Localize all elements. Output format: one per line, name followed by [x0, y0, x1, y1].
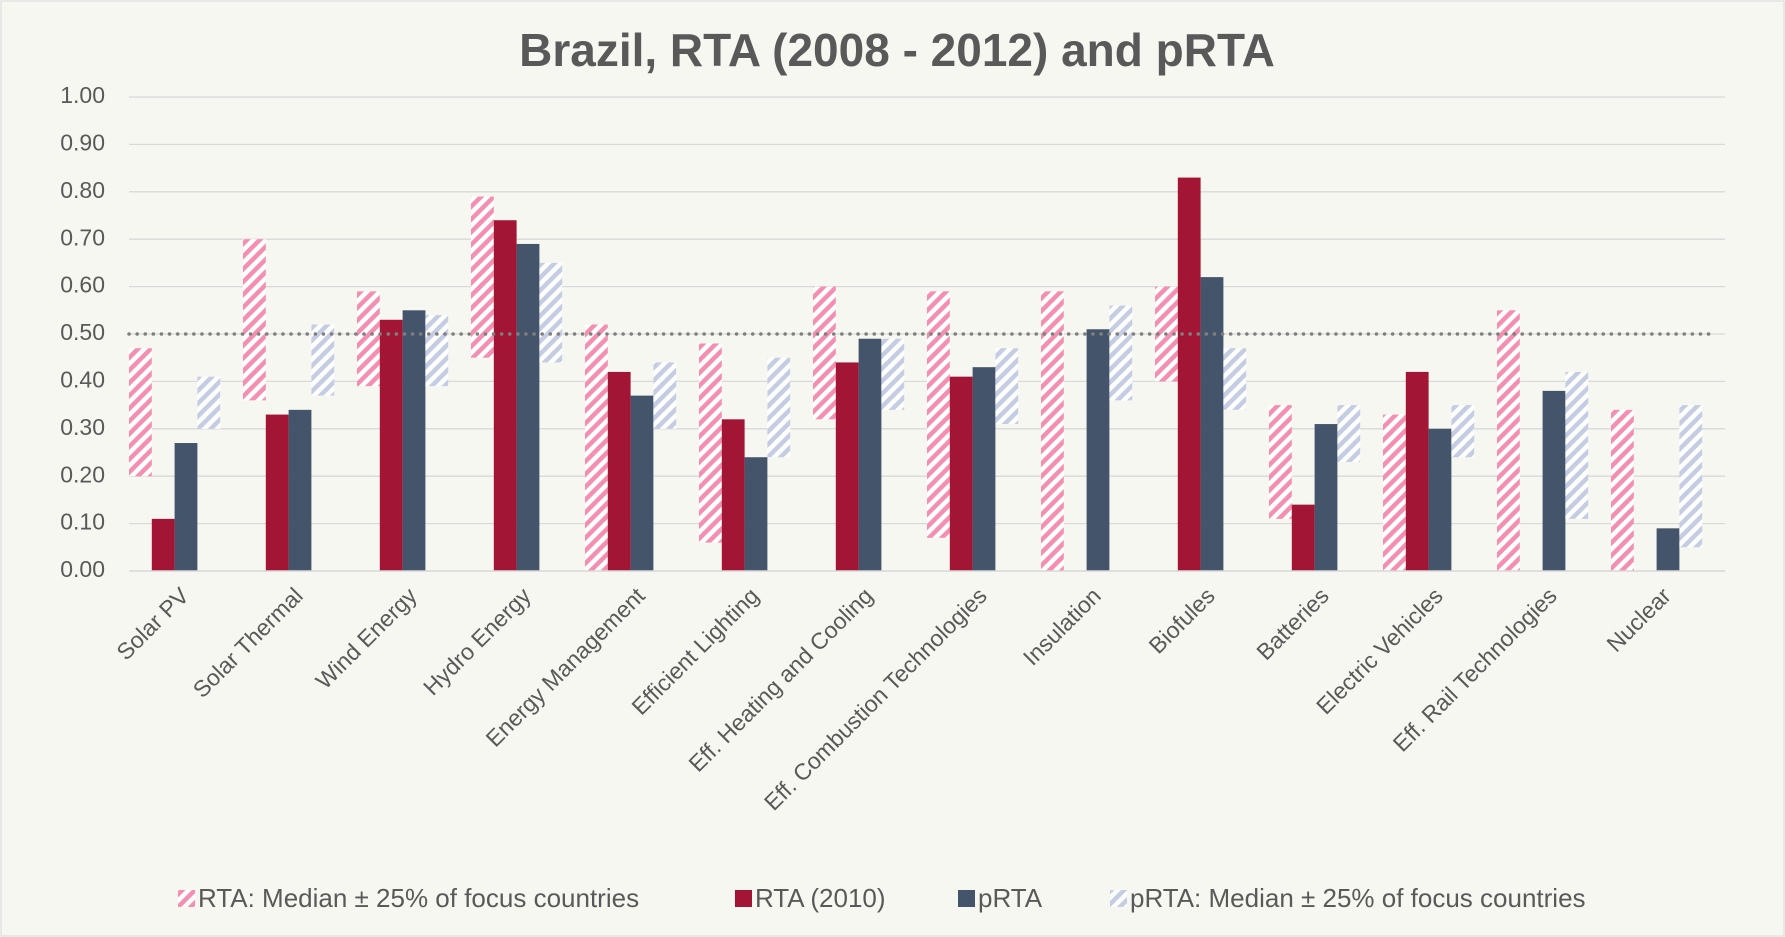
y-tick-label: 0.60 — [60, 272, 105, 298]
bar — [1291, 504, 1315, 571]
bar — [949, 376, 973, 571]
y-tick-label: 0.90 — [60, 129, 105, 155]
range-bar — [471, 196, 494, 358]
bar — [402, 310, 426, 571]
y-tick-label: 1.00 — [60, 82, 105, 108]
bar — [1200, 277, 1224, 571]
range-bar — [1337, 405, 1361, 462]
range-bar — [881, 338, 905, 410]
legend-item: pRTA — [958, 883, 1043, 913]
bar — [1314, 424, 1338, 571]
y-tick-label: 0.30 — [60, 414, 105, 440]
bar — [174, 443, 198, 571]
bar — [835, 362, 859, 571]
bar — [1086, 329, 1110, 571]
y-tick-label: 0.10 — [60, 509, 105, 535]
y-tick-label: 0.50 — [60, 319, 105, 345]
legend-swatch — [735, 890, 752, 907]
y-tick-label: 0.70 — [60, 224, 105, 250]
range-bar — [197, 376, 221, 429]
legend-label: pRTA — [978, 883, 1043, 913]
bar — [607, 371, 631, 571]
range-bar — [653, 362, 677, 429]
bar — [1405, 371, 1429, 571]
chart-title: Brazil, RTA (2008 - 2012) and pRTA — [519, 24, 1275, 76]
range-bar — [767, 357, 791, 458]
bar — [379, 319, 403, 571]
range-bar — [311, 324, 335, 396]
range-bar — [585, 324, 608, 571]
bar — [744, 457, 768, 571]
range-bar — [813, 286, 836, 420]
legend-swatch — [1110, 890, 1127, 907]
legend-label: pRTA: Median ± 25% of focus countries — [1130, 883, 1586, 913]
bar — [972, 367, 996, 571]
bar — [721, 419, 745, 571]
range-bar — [1383, 414, 1406, 571]
range-bar — [1565, 371, 1589, 519]
legend-label: RTA (2010) — [755, 883, 886, 913]
range-bar — [1497, 310, 1520, 571]
range-bar — [1223, 348, 1247, 410]
legend-item: pRTA: Median ± 25% of focus countries — [1110, 883, 1586, 913]
bar — [265, 414, 289, 571]
bar — [151, 518, 175, 571]
range-bar — [1041, 291, 1064, 571]
range-bar — [425, 315, 449, 387]
range-bar — [539, 262, 563, 363]
bar — [1542, 390, 1566, 571]
bar — [516, 243, 540, 571]
range-bar — [243, 239, 266, 401]
legend-item: RTA: Median ± 25% of focus countries — [178, 883, 639, 913]
bar — [288, 409, 312, 571]
legend-swatch — [178, 890, 195, 907]
legend-item: RTA (2010) — [735, 883, 886, 913]
range-bar — [995, 348, 1019, 425]
bar — [858, 338, 882, 571]
range-bar — [1611, 409, 1634, 571]
range-bar — [927, 291, 950, 538]
range-bar — [129, 348, 152, 477]
y-tick-label: 0.20 — [60, 461, 105, 487]
bar — [630, 395, 654, 571]
bar — [1428, 428, 1452, 571]
bar — [1656, 528, 1680, 571]
y-tick-label: 0.80 — [60, 177, 105, 203]
bar — [493, 220, 517, 572]
legend-label: RTA: Median ± 25% of focus countries — [198, 883, 639, 913]
legend-swatch — [958, 890, 975, 907]
range-bar — [1109, 305, 1133, 401]
bar — [1177, 177, 1201, 571]
range-bar — [1679, 405, 1703, 548]
y-tick-label: 0.00 — [60, 556, 105, 582]
range-bar — [357, 291, 380, 387]
range-bar — [699, 343, 722, 543]
range-bar — [1451, 405, 1475, 458]
y-tick-label: 0.40 — [60, 366, 105, 392]
range-bar — [1269, 405, 1292, 519]
